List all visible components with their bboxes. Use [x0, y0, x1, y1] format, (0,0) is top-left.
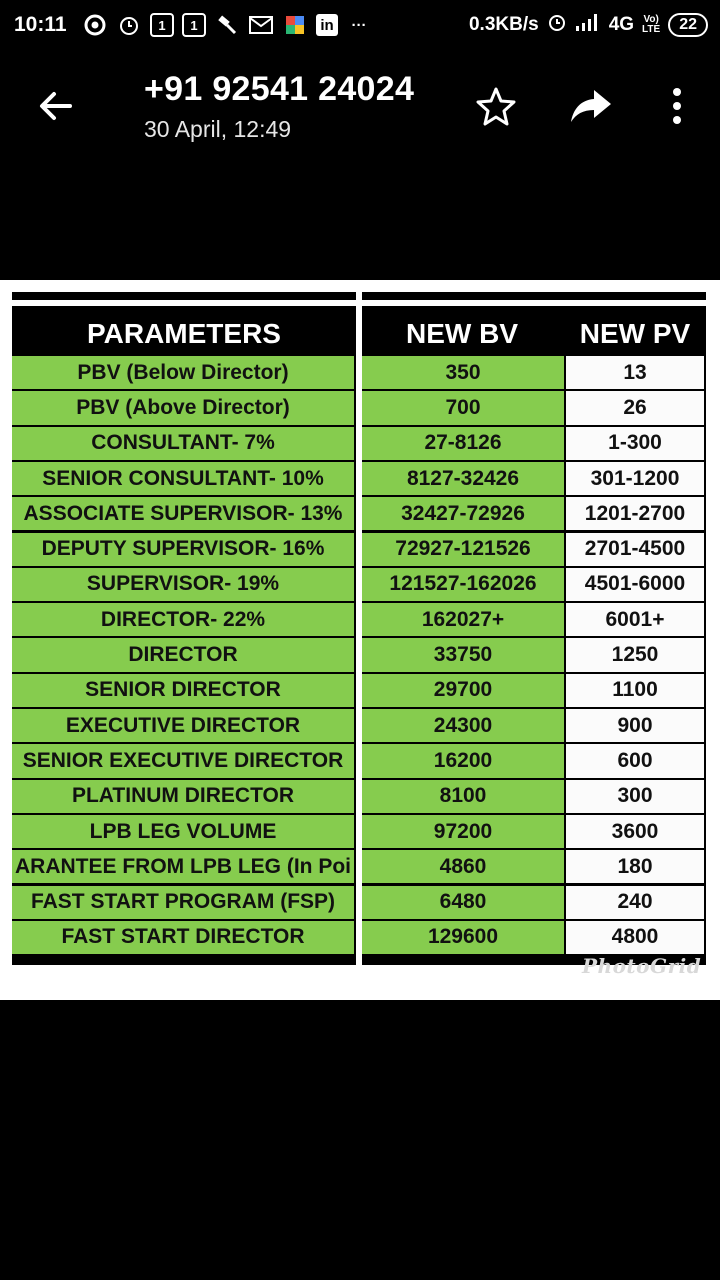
cell-new-bv: 4860	[362, 850, 564, 884]
cell-new-pv: 1201-2700	[566, 497, 704, 531]
signal-icon	[575, 12, 601, 38]
more-vert-icon	[673, 88, 681, 124]
cell-parameter: LPB LEG VOLUME	[12, 814, 354, 849]
cell-new-pv: 4501-6000	[566, 567, 704, 602]
cell-new-pv: 240	[566, 885, 704, 919]
cell-new-pv: 300	[566, 779, 704, 813]
header-new-bv: NEW BV	[406, 318, 518, 349]
network-type: 4G	[608, 14, 635, 35]
cell-new-bv: 121527-162026	[362, 567, 564, 602]
cell-parameter: FAST START DIRECTOR	[12, 920, 354, 955]
star-icon	[476, 87, 516, 126]
chrome-icon	[82, 12, 108, 38]
status-bar: 10:11 1 1 in ··· 0.3KB/s	[0, 0, 720, 52]
cell-new-bv: 24300	[362, 709, 564, 743]
cell-parameter: SUPERVISOR- 19%	[12, 567, 354, 602]
cell-new-pv: 1100	[566, 673, 704, 707]
cell-parameter: DIRECTOR	[12, 638, 354, 672]
cell-parameter: DIRECTOR- 22%	[12, 603, 354, 637]
cell-parameter: PBV (Below Director)	[12, 356, 354, 390]
header-new-pv: NEW PV	[579, 318, 691, 349]
battery-icon: 22	[668, 13, 708, 37]
share-button[interactable]	[568, 84, 614, 128]
cell-parameter: SENIOR EXECUTIVE DIRECTOR	[12, 744, 354, 778]
cell-parameter: ARANTEE FROM LPB LEG (In Poi	[12, 850, 354, 884]
cell-new-bv: 8127-32426	[362, 461, 564, 496]
notification-icons: 1 1 in ···	[82, 12, 372, 38]
cell-parameter: SENIOR DIRECTOR	[12, 673, 354, 707]
cell-new-pv: 900	[566, 709, 704, 743]
cell-new-bv: 16200	[362, 744, 564, 778]
status-time: 10:11	[14, 13, 67, 36]
calendar-icon: 1	[182, 13, 206, 37]
back-arrow-icon	[40, 92, 72, 120]
cell-new-pv: 1250	[566, 638, 704, 672]
alarm-icon	[547, 12, 567, 38]
cell-new-pv: 2701-4500	[566, 532, 704, 566]
cell-new-bv: 6480	[362, 885, 564, 919]
cell-new-pv: 4800	[566, 920, 704, 955]
cell-new-bv: 8100	[362, 779, 564, 813]
cell-new-bv: 32427-72926	[362, 497, 564, 531]
alarm-icon	[116, 12, 142, 38]
cell-new-bv: 27-8126	[362, 426, 564, 460]
more-notifications-icon: ···	[351, 16, 367, 34]
cell-new-bv: 350	[362, 356, 564, 390]
more-options-button[interactable]	[664, 84, 690, 128]
cell-new-pv: 1-300	[566, 426, 704, 460]
volte-icon: Vo) LTE	[642, 14, 661, 35]
hammer-icon	[214, 12, 240, 38]
cell-parameter: PLATINUM DIRECTOR	[12, 779, 354, 813]
page-title: +91 92541 24024	[144, 70, 415, 108]
gmail-icon	[248, 12, 274, 38]
divider	[12, 300, 356, 306]
watermark: PhotoGrid	[582, 954, 702, 978]
cell-new-pv: 3600	[566, 814, 704, 849]
cell-new-pv: 13	[566, 356, 704, 390]
cell-parameter: FAST START PROGRAM (FSP)	[12, 885, 354, 919]
linkedin-icon: in	[316, 14, 338, 36]
cell-new-bv: 97200	[362, 814, 564, 849]
cell-new-bv: 700	[362, 391, 564, 425]
cell-new-pv: 301-1200	[566, 461, 704, 496]
cell-new-bv: 33750	[362, 638, 564, 672]
cell-parameter: ASSOCIATE SUPERVISOR- 13%	[12, 497, 354, 531]
photos-icon	[282, 12, 308, 38]
cell-new-bv: 72927-121526	[362, 532, 564, 566]
cell-new-pv: 600	[566, 744, 704, 778]
image-viewer[interactable]: PARAMETERS NEW BV NEW PV PBV (Below Dire…	[0, 280, 720, 1000]
cell-parameter: EXECUTIVE DIRECTOR	[12, 709, 354, 743]
cell-parameter: CONSULTANT- 7%	[12, 426, 354, 460]
cell-new-pv: 26	[566, 391, 704, 425]
cell-parameter: DEPUTY SUPERVISOR- 16%	[12, 532, 354, 566]
cell-new-bv: 29700	[362, 673, 564, 707]
cell-new-pv: 6001+	[566, 603, 704, 637]
app-bar: +91 92541 24024 30 April, 12:49	[0, 52, 720, 152]
share-arrow-icon	[571, 90, 611, 122]
cell-parameter: PBV (Above Director)	[12, 391, 354, 425]
cell-new-bv: 129600	[362, 920, 564, 955]
header-parameters: PARAMETERS	[87, 318, 281, 349]
divider	[362, 300, 706, 306]
cell-parameter: SENIOR CONSULTANT- 10%	[12, 461, 354, 496]
back-button[interactable]	[34, 84, 78, 128]
star-button[interactable]	[474, 84, 518, 128]
page-subtitle: 30 April, 12:49	[144, 116, 292, 142]
network-speed: 0.3KB/s	[468, 14, 539, 35]
calendar-icon: 1	[150, 13, 174, 37]
cell-new-bv: 162027+	[362, 603, 564, 637]
status-right: 0.3KB/s 4G Vo) LTE 22	[469, 12, 708, 38]
cell-new-pv: 180	[566, 850, 704, 884]
